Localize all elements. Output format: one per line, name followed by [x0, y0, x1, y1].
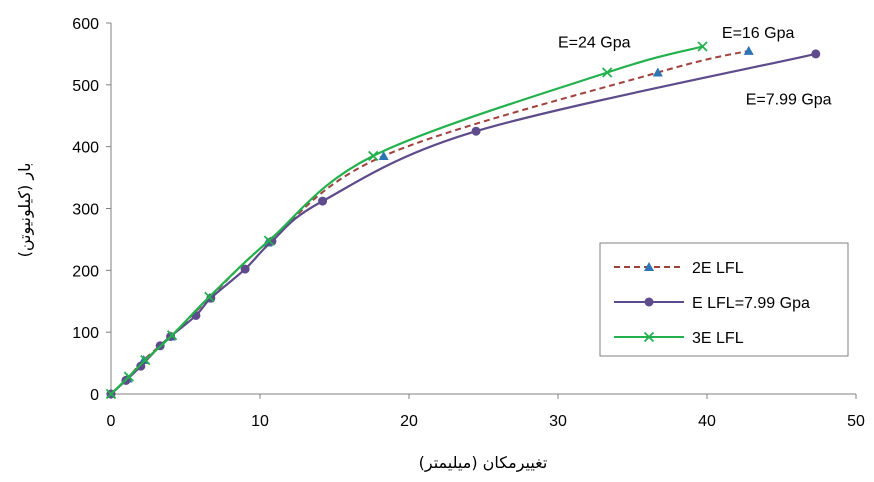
- legend-marker: [644, 262, 654, 271]
- data-point: [263, 235, 275, 246]
- series-2: [105, 41, 708, 400]
- x-tick-label: 30: [549, 413, 567, 430]
- data-point: [652, 67, 663, 77]
- data-point: [240, 264, 250, 274]
- x-tick-label: 40: [698, 413, 716, 430]
- data-point: [136, 361, 146, 371]
- data-point: [697, 41, 708, 52]
- data-point: [471, 126, 481, 136]
- legend-marker: [644, 297, 654, 307]
- annotation-label: E=24 Gpa: [558, 35, 631, 52]
- x-ticks: 0 10 20 30 40 50: [107, 394, 865, 430]
- data-point: [743, 45, 754, 55]
- data-point: [811, 49, 821, 59]
- y-tick-label: 200: [72, 263, 99, 280]
- series-line: [110, 45, 703, 395]
- y-ticks: 0 100 200 300 400 500 600: [72, 16, 111, 404]
- y-tick-label: 100: [72, 325, 99, 342]
- annotation-label: E=7.99 Gpa: [746, 92, 832, 109]
- x-tick-label: 10: [251, 413, 269, 430]
- data-point: [166, 330, 178, 341]
- y-axis-title: بار (کیلونیوتن): [15, 163, 35, 258]
- y-tick-label: 400: [72, 140, 99, 157]
- annotation-label: E=16 Gpa: [722, 25, 795, 42]
- data-point: [378, 150, 389, 160]
- y-tick-label: 500: [72, 78, 99, 95]
- data-point: [204, 291, 215, 303]
- data-point: [123, 371, 135, 382]
- legend-label: 2E LFL: [692, 260, 744, 277]
- x-tick-label: 50: [847, 413, 865, 430]
- x-axis-title: تغییرمکان (میلیمتر): [419, 453, 548, 473]
- annotation-layer: E=24 Gpa E=16 Gpa E=7.99 Gpa: [558, 25, 832, 109]
- y-tick-label: 0: [90, 387, 99, 404]
- legend-label: E LFL=7.99 Gpa: [692, 295, 810, 312]
- y-tick-label: 600: [72, 16, 99, 33]
- x-tick-label: 20: [400, 413, 418, 430]
- data-point: [140, 354, 151, 366]
- data-point: [105, 388, 117, 400]
- legend-label: 3E LFL: [692, 330, 744, 347]
- series-layer: [105, 41, 821, 400]
- data-point: [318, 196, 328, 206]
- y-tick-label: 300: [72, 202, 99, 219]
- x-tick-label: 0: [107, 413, 116, 430]
- legend: 2E LFL E LFL=7.99 Gpa 3E LFL: [599, 242, 849, 357]
- legend-marker: [643, 331, 655, 343]
- data-point: [368, 150, 379, 162]
- data-point: [602, 67, 613, 78]
